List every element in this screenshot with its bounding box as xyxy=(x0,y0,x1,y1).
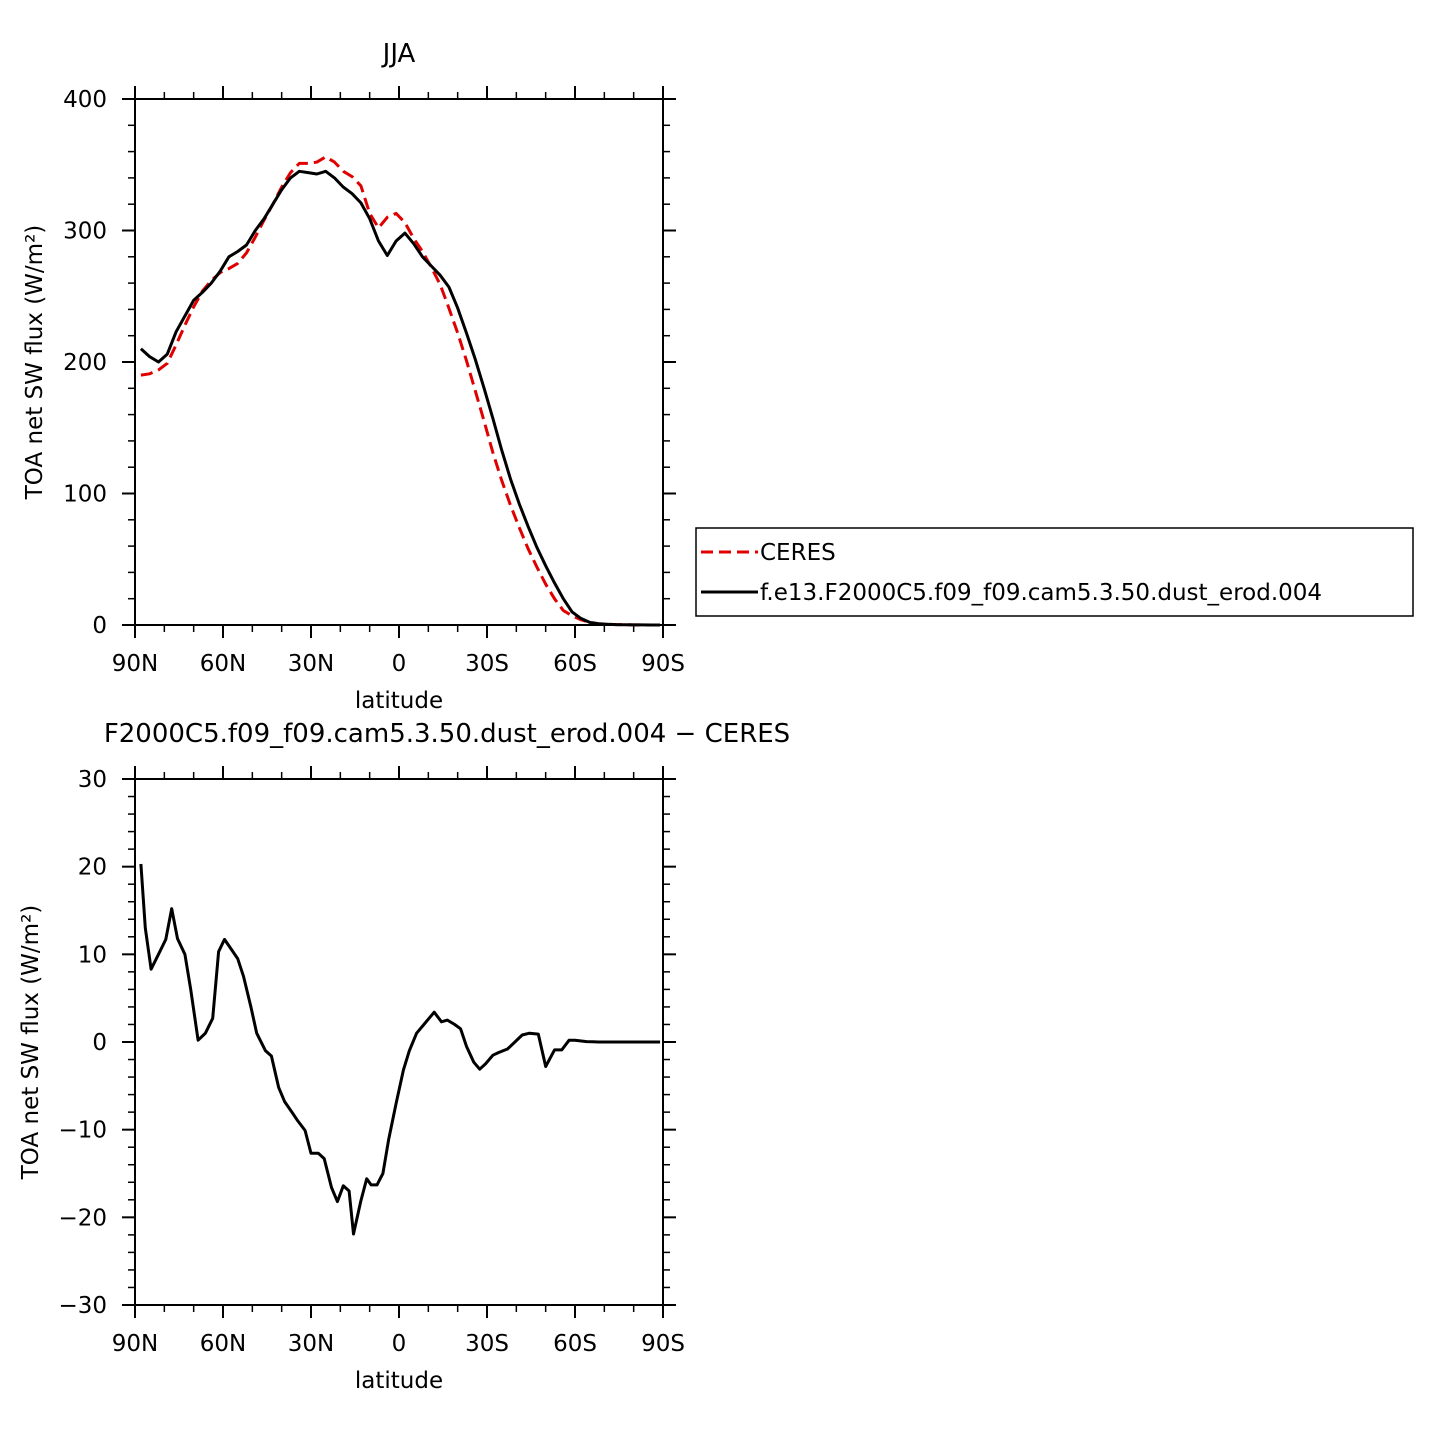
top-x-axis-title: latitude xyxy=(355,688,443,714)
top-x-tick-label: 60S xyxy=(553,651,597,677)
bottom-y-tick-labels: −30 −20 −10 0 10 20 30 xyxy=(58,767,107,1319)
top-plot-frame xyxy=(134,98,664,626)
bottom-x-tick-label: 60S xyxy=(553,1331,597,1357)
top-y-tick-label: 200 xyxy=(63,350,107,376)
top-x-tick-labels: 90N 60N 30N 0 30S 60S 90S xyxy=(112,651,685,677)
bottom-x-tick-label: 30N xyxy=(288,1331,334,1357)
legend-label-model: f.e13.F2000C5.f09_f09.cam5.3.50.dust_ero… xyxy=(760,580,1322,606)
panel-bottom-difference: F2000C5.f09_f09.cam5.3.50.dust_erod.004 … xyxy=(18,719,790,1394)
bottom-x-axis-title: latitude xyxy=(355,1368,443,1394)
top-y-tick-label: 300 xyxy=(63,219,107,245)
bottom-x-tick-label: 60N xyxy=(200,1331,246,1357)
bottom-y-tick-label: −10 xyxy=(58,1118,107,1144)
bottom-chart-title: F2000C5.f09_f09.cam5.3.50.dust_erod.004 … xyxy=(104,719,790,749)
top-series-lines xyxy=(139,155,661,627)
top-y-tick-label: 100 xyxy=(63,482,107,508)
top-x-tick-label: 90S xyxy=(641,651,685,677)
top-axis-ticks xyxy=(122,86,676,638)
bottom-x-tick-labels: 90N 60N 30N 0 30S 60S 90S xyxy=(112,1331,685,1357)
top-x-tick-label: 30N xyxy=(288,651,334,677)
bottom-y-tick-label: 0 xyxy=(92,1030,107,1056)
top-y-axis-title: TOA net SW flux (W/m²) xyxy=(22,225,48,501)
top-series-line-2 xyxy=(139,169,661,627)
bottom-x-tick-label: 90S xyxy=(641,1331,685,1357)
bottom-x-tick-label: 30S xyxy=(465,1331,509,1357)
bottom-series-lines xyxy=(139,863,661,1236)
top-x-tick-label: 90N xyxy=(112,651,158,677)
legend: CERES f.e13.F2000C5.f09_f09.cam5.3.50.du… xyxy=(695,527,1414,617)
bottom-series-line-1 xyxy=(139,863,661,1236)
top-series-line-1 xyxy=(140,155,661,627)
bottom-y-tick-label: −20 xyxy=(58,1205,107,1231)
legend-label-ceres: CERES xyxy=(760,540,836,566)
bottom-x-tick-label: 90N xyxy=(112,1331,158,1357)
bottom-y-axis-title: TOA net SW flux (W/m²) xyxy=(18,905,44,1181)
bottom-axis-ticks xyxy=(122,766,676,1318)
bottom-y-tick-label: 10 xyxy=(78,942,107,968)
bottom-y-tick-label: −30 xyxy=(58,1293,107,1319)
top-x-tick-label: 0 xyxy=(392,651,407,677)
top-x-tick-label: 60N xyxy=(200,651,246,677)
panel-top-jja: JJA 90N 60N 30N 0 30S 60S 90S 0 100 200 300 400 la… xyxy=(22,39,685,714)
top-y-tick-labels: 0 100 200 300 400 xyxy=(63,87,107,639)
top-y-tick-label: 0 xyxy=(92,613,107,639)
bottom-y-tick-label: 30 xyxy=(78,767,107,793)
top-y-tick-label: 400 xyxy=(63,87,107,113)
bottom-x-tick-label: 0 xyxy=(392,1331,407,1357)
bottom-plot-frame xyxy=(134,778,664,1306)
legend-box xyxy=(695,527,1414,617)
top-x-tick-label: 30S xyxy=(465,651,509,677)
bottom-y-tick-label: 20 xyxy=(78,855,107,881)
top-chart-title: JJA xyxy=(381,39,416,69)
